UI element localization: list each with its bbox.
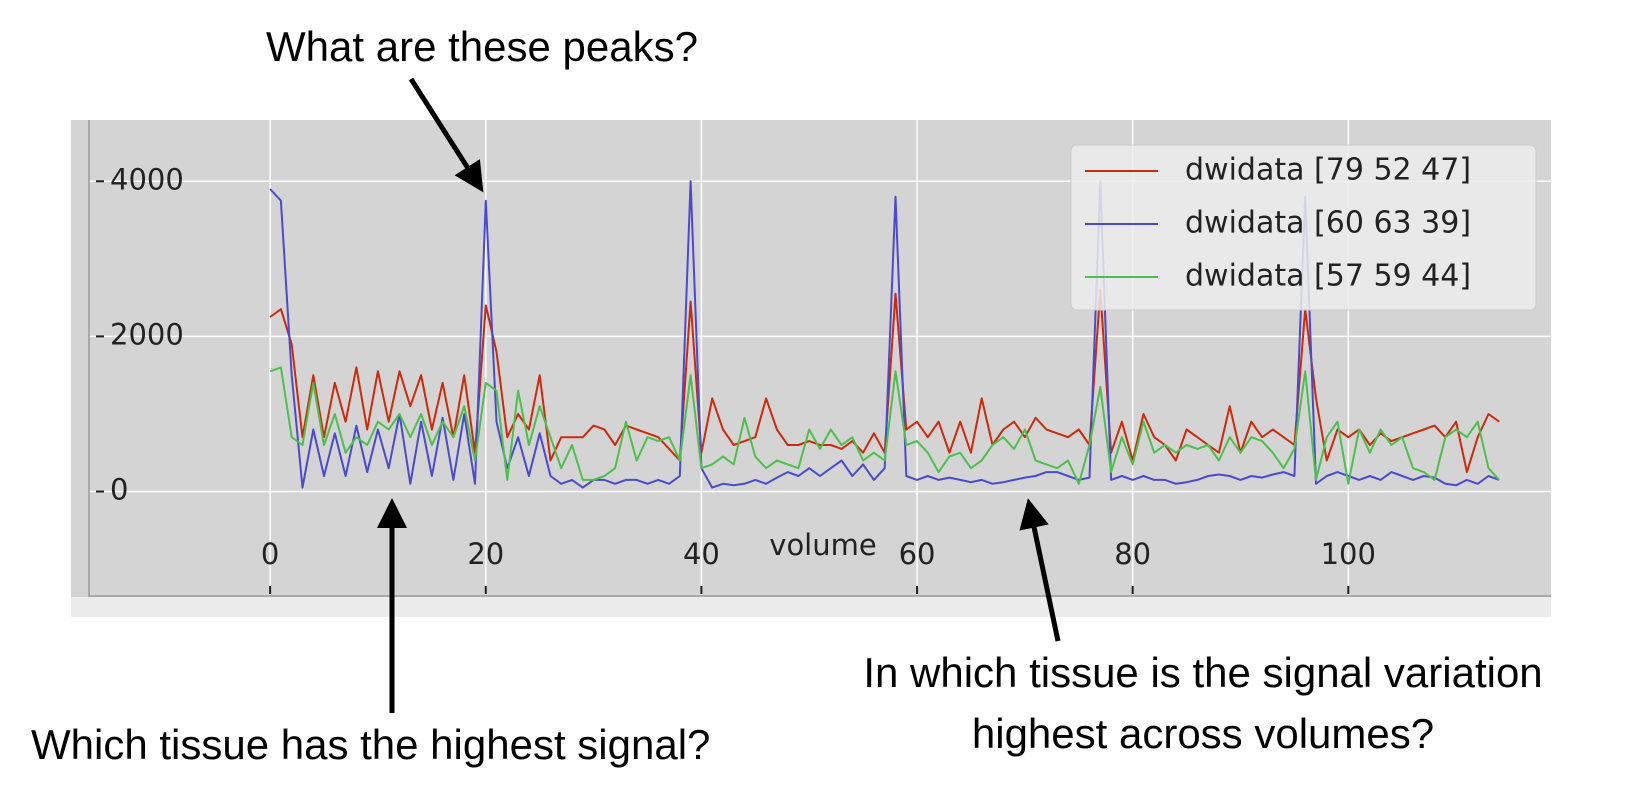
series-line	[269, 366, 1500, 485]
annotation: highest across volumes?	[972, 710, 1434, 757]
arrow	[1019, 498, 1061, 642]
annotation: Which tissue has the highest signal?	[31, 721, 710, 768]
y-tick-label: 0	[110, 473, 128, 507]
x-tick-label: 100	[1321, 537, 1376, 571]
x-tick-label: 60	[899, 537, 936, 571]
x-tick-label: 80	[1114, 537, 1151, 571]
x-tick-label: 40	[683, 537, 720, 571]
x-axis-label: volume	[769, 528, 876, 562]
x-tick-label: 0	[261, 537, 279, 571]
legend-label: dwidata [79 52 47]	[1185, 153, 1471, 188]
legend-box	[1070, 144, 1537, 311]
toolbar-strip	[71, 597, 1551, 617]
series-line	[269, 180, 1500, 489]
legend-label: dwidata [57 59 44]	[1185, 259, 1471, 294]
legend-label: dwidata [60 63 39]	[1185, 206, 1471, 241]
x-tick-label: 20	[467, 537, 504, 571]
y-tick-label: 2000	[110, 317, 184, 351]
annotation: In which tissue is the signal variation	[863, 649, 1542, 696]
plot: 0 2000 4000 0 20 40 60 80 100 volume dwidata [79 5…	[89, 120, 1551, 597]
arrow	[408, 77, 484, 193]
y-tick-label: 4000	[110, 162, 184, 196]
annotation: What are these peaks?	[266, 23, 698, 70]
